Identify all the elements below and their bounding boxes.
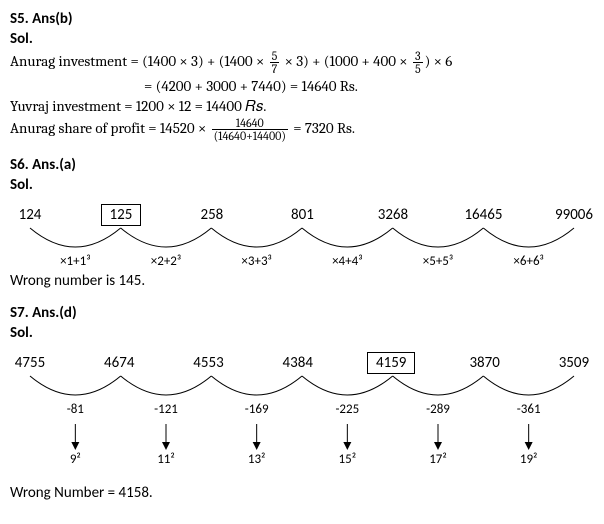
s5-l4b: = 7320 Rs.: [293, 119, 355, 137]
diff-label: -81: [53, 402, 97, 417]
seq-number: 16465: [463, 206, 503, 224]
diff-label: -361: [507, 402, 551, 417]
square-label: 11²: [148, 452, 184, 467]
s7-arrows: [10, 422, 594, 452]
frac-3-5: 35: [413, 50, 423, 75]
s5-line3: Yuvraj investment = 1200 × 12 = 14400 𝑅𝑠…: [10, 97, 594, 115]
op-label: ×1+1³: [50, 254, 100, 269]
s5-l1f: × 6: [430, 52, 452, 70]
s7-diffs: -81 -121 -169 -225 -289 -361: [10, 402, 594, 422]
diff-label: -225: [325, 402, 369, 417]
op-label: ×5+5³: [413, 254, 463, 269]
seq-number: 125: [101, 204, 142, 226]
seq-number: 3509: [554, 354, 594, 372]
s7-title: S7. Ans.(d): [10, 304, 594, 322]
s5-l1d: +: [309, 52, 324, 70]
diff-label: -121: [144, 402, 188, 417]
diff-label: -169: [235, 402, 279, 417]
s5-line2: = (4200 + 3000 + 7440) = 14640 Rs.: [10, 77, 594, 95]
boxed-number: 125: [101, 204, 142, 226]
s7-arcs: [10, 374, 594, 402]
seq-number: 4159: [367, 352, 415, 374]
square-label: 19²: [511, 452, 547, 467]
square-label: 15²: [329, 452, 365, 467]
seq-number: 3870: [465, 354, 505, 372]
op-label: ×2+2³: [141, 254, 191, 269]
s5-sol: Sol.: [10, 30, 594, 48]
frac-5-7: 57: [270, 50, 280, 75]
seq-number: 99006: [554, 206, 594, 224]
s7-squares: 9² 11² 13² 15² 17² 19²: [10, 452, 594, 472]
frac1-den: 7: [270, 63, 280, 75]
square-label: 13²: [239, 452, 275, 467]
s6-ops: ×1+1³ ×2+2³ ×3+3³ ×4+4³ ×5+5³ ×6+6³: [10, 252, 594, 270]
s5-l1e: 1000 + 400 ×: [330, 52, 408, 70]
seq-number: 4553: [189, 354, 229, 372]
seq-number: 258: [192, 206, 232, 224]
s7-sequence: 4755 4674 4553 4384 4159 3870 3509: [10, 352, 594, 374]
op-label: ×3+3³: [232, 254, 282, 269]
s6-title: S6. Ans.(a): [10, 156, 594, 174]
seq-number: 4674: [99, 354, 139, 372]
op-label: ×6+6³: [504, 254, 554, 269]
square-label: 9²: [57, 452, 93, 467]
seq-number: 3268: [373, 206, 413, 224]
boxed-number: 4159: [367, 352, 415, 374]
s5-block: S5. Ans(b) Sol. Anurag investment = (140…: [10, 10, 594, 142]
square-label: 17²: [420, 452, 456, 467]
frac3-den: (14640+14400): [212, 130, 288, 142]
s6-arcs: [10, 226, 594, 254]
s7-block: S7. Ans.(d) Sol. 4755 4674 4553 4384 4159 387…: [10, 304, 594, 502]
s5-l1c: × 3: [285, 52, 304, 70]
s6-sequence: 124 125 258 801 3268 16465 99006: [10, 204, 594, 226]
frac2-den: 5: [413, 63, 423, 75]
seq-number: 124: [10, 206, 50, 224]
s6-sol: Sol.: [10, 176, 594, 194]
s5-line1: Anurag investment = (1400 × 3) + (1400 ×…: [10, 50, 594, 75]
seq-number: 4384: [278, 354, 318, 372]
s7-sol: Sol.: [10, 324, 594, 342]
diff-label: -289: [416, 402, 460, 417]
op-label: ×4+4³: [322, 254, 372, 269]
frac-share: 14640(14640+14400): [212, 117, 288, 142]
s5-l4a: Anurag share of profit = 14520 ×: [10, 119, 210, 137]
s6-block: S6. Ans.(a) Sol. 124 125 258 801 3268 16465 99…: [10, 156, 594, 290]
s5-l1a: Anurag investment = (1400 × 3) +: [10, 52, 219, 70]
s5-line4: Anurag share of profit = 14520 × 14640(1…: [10, 117, 594, 142]
s6-wrong: Wrong number is 145.: [10, 272, 594, 290]
s5-title: S5. Ans(b): [10, 10, 594, 28]
seq-number: 4755: [10, 354, 50, 372]
seq-number: 801: [282, 206, 322, 224]
s5-l1b: 1400 ×: [224, 52, 264, 70]
s7-wrong: Wrong Number = 4158.: [10, 484, 594, 502]
